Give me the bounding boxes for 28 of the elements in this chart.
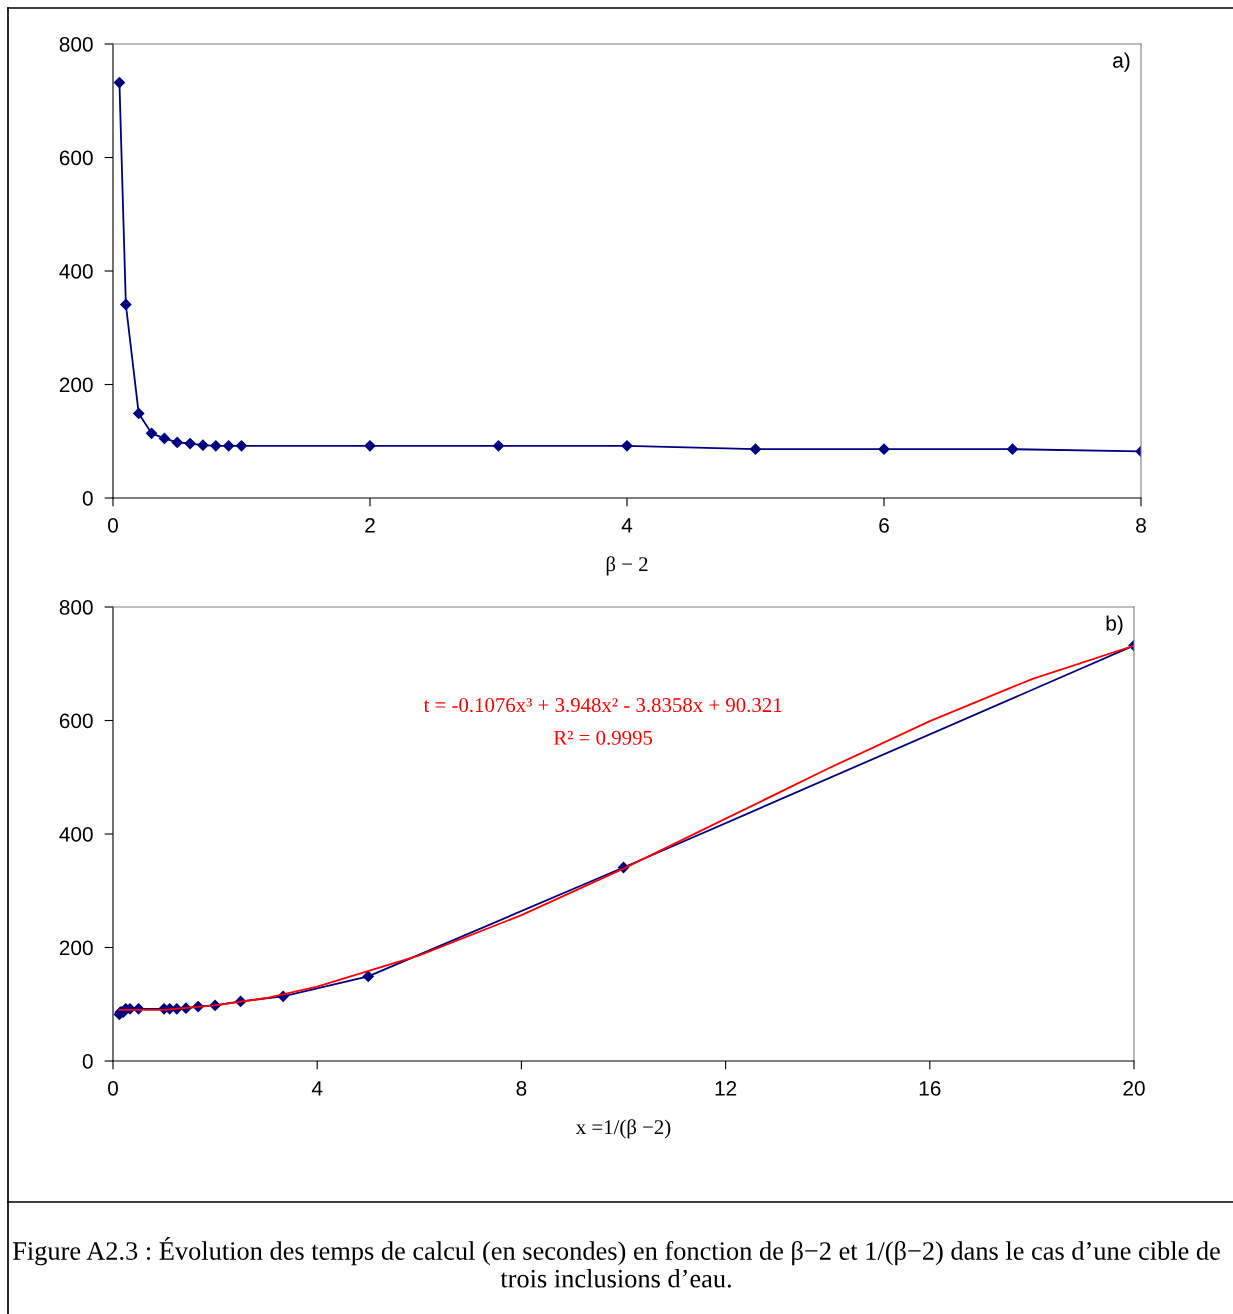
caption: Figure A2.3 : Évolution des temps de calcul (en secondes) en fonction de β−2 et 1/(β−2) dans le cas d’une cible de trois inclusions d’eau. xyxy=(12,1237,1220,1288)
y-tick-label: 0 xyxy=(82,1054,93,1069)
y-tick-label: 0 xyxy=(82,491,93,506)
x-tick-label: 0 xyxy=(108,517,118,533)
y-tick-label: 600 xyxy=(59,150,93,166)
x-tick-label: 16 xyxy=(919,1080,941,1096)
x-tick-label: 20 xyxy=(1123,1080,1145,1096)
x-tick-label: 8 xyxy=(516,1080,527,1096)
x-tick-label: 2 xyxy=(365,517,375,533)
x-tick-label: 12 xyxy=(715,1080,737,1096)
y-tick-label: 200 xyxy=(59,940,93,956)
x-axis-title: x =1/(β −2) xyxy=(575,1119,671,1139)
x-tick-label: 4 xyxy=(621,518,633,533)
annotation: a) xyxy=(1113,52,1130,72)
x-tick-label: 6 xyxy=(879,517,889,533)
y-tick-label: 400 xyxy=(59,264,93,279)
y-tick-label: 600 xyxy=(59,713,93,729)
x-tick-label: 8 xyxy=(1136,517,1146,533)
y-tick-label: 800 xyxy=(59,37,93,52)
x-axis-title: β − 2 xyxy=(606,556,648,576)
annotation: b) xyxy=(1106,615,1123,635)
annotation: t = -0.1076x³ + 3.948x² - 3.8358x + 90.321 xyxy=(423,698,782,713)
y-tick-label: 400 xyxy=(59,827,93,842)
y-tick-label: 200 xyxy=(59,377,93,393)
y-tick-label: 800 xyxy=(59,600,93,615)
x-tick-label: 0 xyxy=(108,1080,118,1096)
x-tick-label: 4 xyxy=(311,1081,323,1096)
annotation: R² = 0.9995 xyxy=(553,730,653,745)
